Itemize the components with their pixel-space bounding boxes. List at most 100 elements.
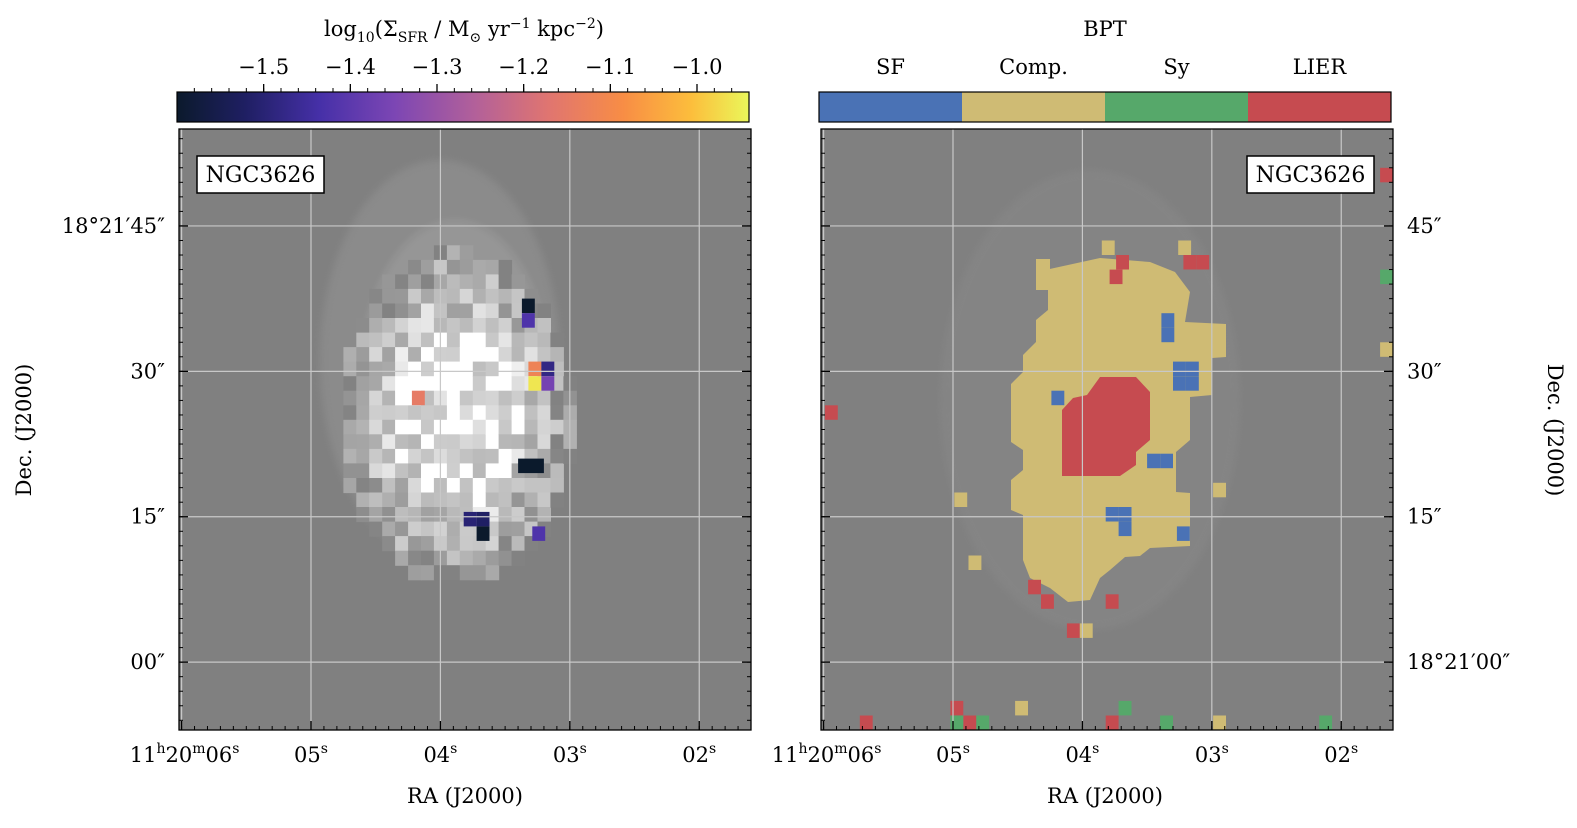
sfr-grey-pixel xyxy=(446,332,461,348)
sfr-grey-pixel xyxy=(356,376,370,392)
bpt-pixel-lier xyxy=(950,700,964,716)
sfr-grey-pixel xyxy=(485,478,500,494)
sfr-grey-pixel xyxy=(395,521,409,537)
sfr-grey-pixel xyxy=(446,361,461,377)
sfr-grey-pixel xyxy=(472,550,487,566)
sfr-grey-pixel xyxy=(498,390,513,406)
bpt-pixel-lier xyxy=(1393,623,1406,638)
sfr-grey-pixel xyxy=(498,434,513,450)
sfr-grey-pixel xyxy=(369,507,383,523)
bpt-galaxy-label-box: NGC3626 xyxy=(1246,155,1375,194)
sfr-grey-pixel xyxy=(369,376,383,392)
sfr-grey-pixel xyxy=(485,463,500,479)
bpt-x-tick-label: 11h20m06s xyxy=(772,741,882,767)
sfr-grey-pixel xyxy=(446,390,461,406)
sfr-colorbar-tick-label: −1.4 xyxy=(325,55,376,79)
bpt-colorbar-segment-lier xyxy=(1248,92,1391,122)
sfr-grey-pixel xyxy=(537,492,551,508)
bpt-pixel-comp xyxy=(968,555,982,570)
bpt-pixel-sf xyxy=(1118,521,1132,537)
sfr-grey-pixel xyxy=(369,332,383,348)
sfr-grey-pixel xyxy=(485,332,500,348)
sfr-grey-pixel xyxy=(459,245,474,261)
sfr-grey-pixel xyxy=(356,405,370,421)
sfr-grey-pixel xyxy=(498,536,513,552)
bpt-y-tick-label: 30″ xyxy=(1407,359,1442,383)
sfr-grey-pixel xyxy=(459,288,474,304)
sfr-grey-pixel xyxy=(498,463,513,479)
sfr-galaxy-label-box: NGC3626 xyxy=(196,155,325,194)
sfr-grey-pixel xyxy=(537,405,551,421)
bpt-colorbar-category-label: Sy xyxy=(1163,55,1189,79)
bpt-pixel-sf xyxy=(1160,453,1173,469)
sfr-grey-pixel xyxy=(472,361,487,377)
bpt-x-tick-label: 02s xyxy=(1324,741,1358,767)
bpt-colorbar-category-label: SF xyxy=(876,55,905,79)
sfr-grey-pixel xyxy=(369,521,383,537)
sfr-x-axis-label: RA (J2000) xyxy=(407,784,523,808)
sfr-grey-pixel xyxy=(472,376,487,392)
sfr-grey-pixel xyxy=(459,332,474,348)
sfr-grey-pixel xyxy=(395,405,409,421)
sfr-grey-pixel xyxy=(382,390,396,406)
sfr-x-tick-labels: 11h20m06s 05s 04s 03s 02s xyxy=(130,741,716,767)
sfr-grey-pixel xyxy=(421,521,435,537)
sfr-grey-pixel xyxy=(485,288,500,304)
bpt-pixel-sf xyxy=(1185,376,1199,391)
sfr-grey-pixel xyxy=(343,376,357,392)
sfr-grey-pixel xyxy=(524,492,538,508)
bpt-pixel-lier xyxy=(1105,715,1119,730)
bpt-pixel-sf xyxy=(1161,313,1175,328)
sfr-grey-pixel xyxy=(446,434,461,450)
sfr-grey-pixel xyxy=(485,274,500,290)
sfr-grey-pixel xyxy=(382,536,396,552)
bpt-y-axis-label: Dec. (J2000) xyxy=(1543,364,1567,497)
bpt-pixel-sf xyxy=(1105,507,1119,522)
sfr-grey-pixel xyxy=(408,259,422,275)
sfr-grey-pixel xyxy=(498,376,513,392)
bpt-y-tick-label: 18°21′00″ xyxy=(1407,650,1510,674)
sfr-grey-pixel xyxy=(408,434,422,450)
bpt-pixel-sy xyxy=(1160,715,1173,730)
bpt-pixel-lier xyxy=(1109,269,1123,285)
sfr-grey-pixel xyxy=(395,492,409,508)
bpt-pixel-lier xyxy=(1066,623,1080,638)
sfr-grey-pixel xyxy=(382,318,396,334)
bpt-pixel-sy xyxy=(1380,269,1393,285)
bpt-y-tick-label: 15″ xyxy=(1407,505,1442,529)
sfr-grey-pixel xyxy=(382,507,396,523)
sfr-grey-pixel xyxy=(537,318,551,334)
sfr-colorbar: log10(ΣSFR / M⊙ yr−1 kpc−2) −1.5 −1.4 −1.3… xyxy=(176,16,750,123)
sfr-grey-pixel xyxy=(382,434,396,450)
bpt-pixel-comp xyxy=(1380,342,1393,357)
sfr-pixel xyxy=(528,361,542,377)
sfr-grey-pixel xyxy=(343,347,357,363)
sfr-grey-pixel xyxy=(369,419,383,435)
sfr-grey-pixel xyxy=(395,550,409,566)
sfr-grey-pixel xyxy=(446,376,461,392)
sfr-grey-pixel xyxy=(459,478,474,494)
sfr-grey-pixel xyxy=(395,288,409,304)
sfr-colorbar-ticks: −1.5 −1.4 −1.3 −1.2 −1.1 −1.0 xyxy=(193,55,733,92)
sfr-grey-pixel xyxy=(459,318,474,334)
sfr-grey-pixel xyxy=(395,434,409,450)
sfr-grey-pixel xyxy=(408,478,422,494)
sfr-grey-pixel xyxy=(395,332,409,348)
sfr-grey-pixel xyxy=(550,332,564,348)
sfr-grey-pixel xyxy=(498,521,513,537)
bpt-colorbar-category-label: Comp. xyxy=(999,55,1068,79)
sfr-grey-pixel xyxy=(537,303,551,319)
sfr-galaxy-label: NGC3626 xyxy=(206,163,316,188)
bpt-colorbar-segment-sf xyxy=(819,92,962,122)
bpt-pixel-sf xyxy=(1173,376,1186,391)
sfr-grey-pixel xyxy=(498,550,513,566)
sfr-grey-pixel xyxy=(472,565,487,581)
sfr-grey-pixel xyxy=(511,507,526,523)
sfr-grey-pixel xyxy=(446,318,461,334)
bpt-axis-ticks xyxy=(821,138,1394,730)
sfr-grey-pixel xyxy=(369,347,383,363)
sfr-grey-pixel xyxy=(511,536,526,552)
sfr-grey-pixel xyxy=(511,376,526,392)
sfr-grey-pixel xyxy=(498,507,513,523)
sfr-colorbar-tick-label: −1.0 xyxy=(672,55,723,79)
